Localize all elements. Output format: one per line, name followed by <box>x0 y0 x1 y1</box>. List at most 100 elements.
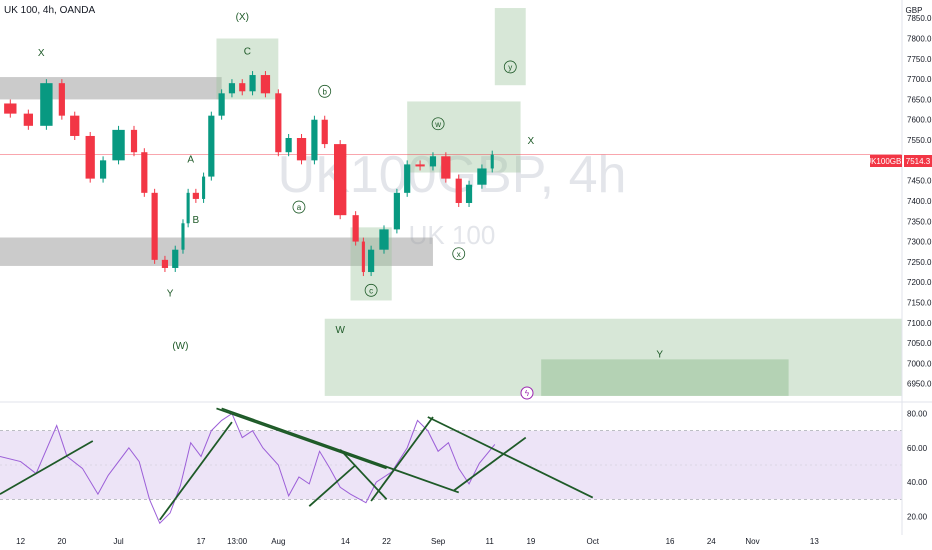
last-price-symbol-bg <box>870 155 902 167</box>
rsi-tick-0: 80.00 <box>907 410 928 419</box>
candle-24 <box>275 93 282 153</box>
axis-layer: 7850.0 7800.0 7750.0 7700.0 7650.0 7600.0 7550… <box>16 0 932 546</box>
price-tick-6: 7550.0 <box>907 136 932 145</box>
zone-layer <box>0 8 903 396</box>
candle-22 <box>249 75 256 92</box>
zone-1 <box>0 237 433 266</box>
candle-28 <box>321 119 328 145</box>
wave-label-5: Y <box>167 288 174 299</box>
time-tick-1: 20 <box>57 537 66 546</box>
candle-7 <box>99 160 107 179</box>
wave-circle-10 <box>431 117 445 131</box>
wave-label-13: X <box>528 136 535 147</box>
price-tick-17: 7000.0 <box>907 359 932 368</box>
wave-label-1: X <box>38 48 45 59</box>
candle-31 <box>361 241 365 273</box>
lightning-icon[interactable]: ϟ <box>520 386 534 400</box>
svg-text:ϟ: ϟ <box>525 389 530 398</box>
time-tick-3: 17 <box>197 537 206 546</box>
price-tick-10: 7350.0 <box>907 217 932 226</box>
candle-16 <box>192 192 199 199</box>
price-tick-9: 7400.0 <box>907 197 932 206</box>
chart-header: UK 100, 4h, OANDA <box>4 5 96 16</box>
time-tick-14: Nov <box>745 537 759 546</box>
candle-4 <box>58 83 65 116</box>
candle-39 <box>455 178 462 203</box>
wave-label-8: a <box>297 203 302 212</box>
time-tick-11: Oct <box>587 537 600 546</box>
rsi-pane <box>0 401 932 525</box>
candle-3 <box>40 83 53 126</box>
wave-label-layer: (X) X C A B Y (W) b a c w x y X W Y <box>38 12 664 360</box>
interval: 4h <box>42 5 55 16</box>
wave-circle-12 <box>503 60 517 74</box>
wave-circle-7 <box>318 84 332 98</box>
candle-34 <box>393 192 400 230</box>
last-price-value-bg <box>904 155 932 167</box>
candle-20 <box>228 83 236 94</box>
candle-29 <box>333 144 347 216</box>
price-tick-5: 7600.0 <box>907 116 932 125</box>
rsi-trendline-2 <box>216 407 387 470</box>
candle-32 <box>368 249 375 273</box>
price-tick-12: 7250.0 <box>907 258 932 267</box>
candle-23 <box>260 75 271 94</box>
candle-6 <box>85 135 95 179</box>
price-tick-13: 7200.0 <box>907 278 932 287</box>
zone-0 <box>0 77 222 100</box>
rsi-trendline-0 <box>0 440 94 495</box>
time-tick-15: 13 <box>810 537 819 546</box>
wave-label-0: (X) <box>236 12 249 23</box>
last-price-symbol: UK100GBP <box>865 157 906 166</box>
wave-label-3: A <box>187 154 194 165</box>
time-tick-2: Jul <box>113 537 123 546</box>
wave-label-11: x <box>457 250 461 259</box>
candle-5 <box>70 115 80 136</box>
price-tick-16: 7050.0 <box>907 339 932 348</box>
candle-1 <box>4 103 17 114</box>
candle-2 <box>23 113 33 126</box>
candle-27 <box>311 119 318 161</box>
price-tick-0: 7850.0 <box>907 14 932 23</box>
price-tick-8: 7450.0 <box>907 177 932 186</box>
rsi-line <box>0 412 496 525</box>
candle-35 <box>404 164 411 193</box>
currency-label: GBP <box>906 6 923 15</box>
price-tick-14: 7150.0 <box>907 298 932 307</box>
time-tick-4: 13:00 <box>227 537 248 546</box>
time-tick-7: 22 <box>382 537 391 546</box>
candle-36 <box>415 164 425 167</box>
rsi-trendline-6 <box>370 416 434 502</box>
candle-13 <box>172 249 179 268</box>
price-tick-1: 7800.0 <box>907 34 932 43</box>
price-tick-3: 7700.0 <box>907 75 932 84</box>
candle-25 <box>285 138 292 153</box>
candle-37 <box>429 156 437 167</box>
candle-26 <box>296 138 307 161</box>
wave-label-2: C <box>244 47 251 58</box>
time-tick-12: 16 <box>666 537 675 546</box>
rsi-tick-2: 40.00 <box>907 478 928 487</box>
candle-18 <box>208 115 215 177</box>
candle-10 <box>141 152 148 193</box>
price-line-layer <box>4 71 494 277</box>
time-tick-10: 19 <box>526 537 535 546</box>
rsi-trendline-8 <box>453 436 527 492</box>
last-price-badge: UK100GBP 7514.3 <box>865 155 932 167</box>
candle-14 <box>181 223 185 250</box>
candle-33 <box>379 229 389 250</box>
wave-label-7: b <box>322 87 327 96</box>
price-tick-4: 7650.0 <box>907 95 932 104</box>
candle-17 <box>202 176 206 199</box>
price-tick-11: 7300.0 <box>907 238 932 247</box>
time-tick-13: 24 <box>707 537 716 546</box>
time-tick-0: 12 <box>16 537 25 546</box>
wave-label-10: w <box>434 120 441 129</box>
candle-40 <box>465 184 473 203</box>
time-tick-5: Aug <box>271 537 285 546</box>
wave-label-12: y <box>508 63 512 72</box>
last-price-value: 7514.3 <box>906 157 931 166</box>
candle-19 <box>218 93 225 116</box>
wave-label-6: (W) <box>172 341 188 352</box>
